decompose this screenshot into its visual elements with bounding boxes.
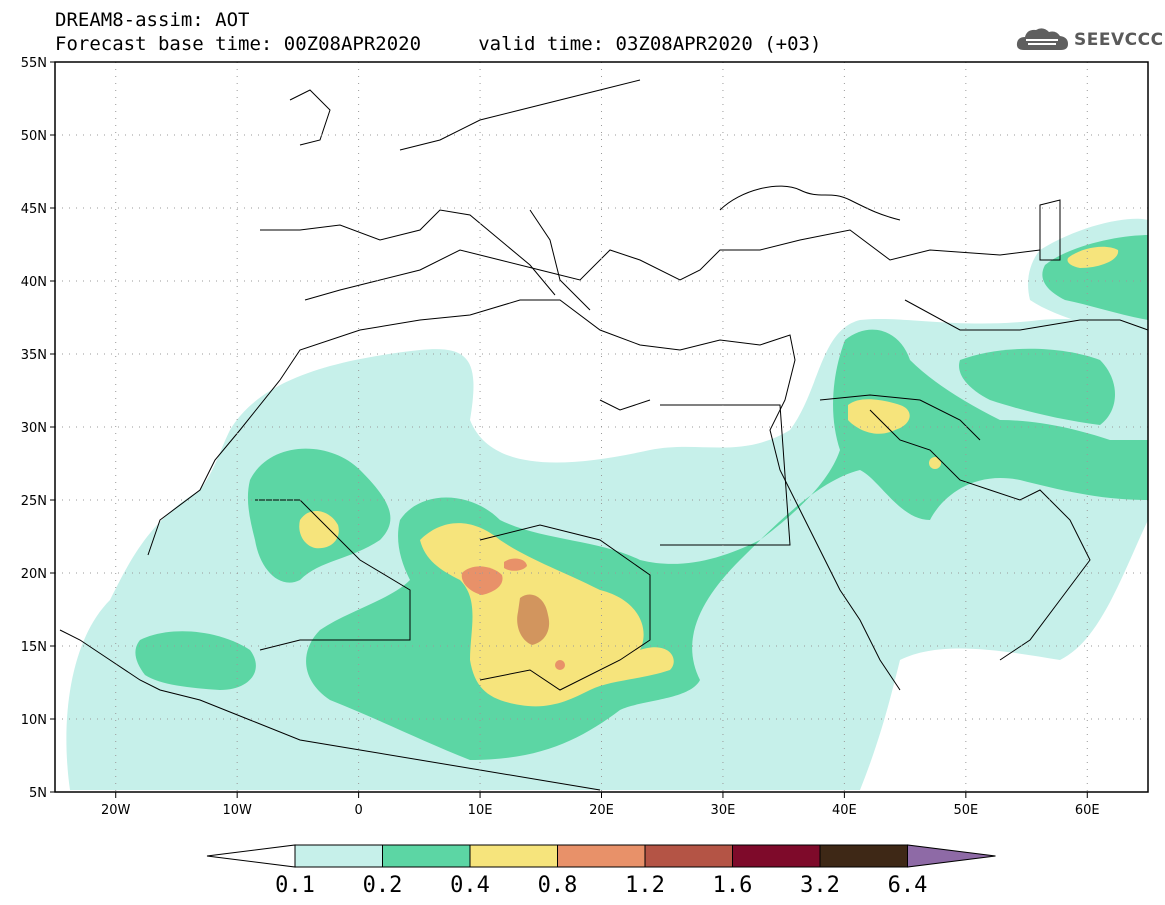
- colorbar-segment: [732, 844, 821, 868]
- lon-tick-label: 0: [354, 803, 362, 818]
- lat-tick-label: 50N: [21, 129, 47, 144]
- colorbar-label: 6.4: [888, 873, 928, 898]
- map-title: DREAM8-assim: AOT: [55, 9, 250, 31]
- lon-tick-label: 20E: [589, 803, 614, 818]
- colorbar-label: 0.2: [363, 873, 403, 898]
- colorbar-arrow-right: [907, 844, 996, 868]
- forecast-time-label: Forecast base time: 00Z08APR2020 valid t…: [55, 33, 822, 55]
- colorbar-label: 1.2: [625, 873, 665, 898]
- lat-tick-label: 30N: [21, 421, 47, 436]
- lat-tick-label: 35N: [21, 348, 47, 363]
- colorbar-segment: [557, 844, 646, 868]
- lat-tick-label: 40N: [21, 275, 47, 290]
- seevccc-logo: SEEVCCC: [1016, 26, 1164, 54]
- colorbar-segment: [382, 844, 471, 868]
- colorbar-arrow-left: [206, 844, 296, 868]
- lat-tick-label: 15N: [21, 640, 47, 655]
- latitude-axis: 55N 50N 45N 40N 35N 30N 25N 20N 15N 10N 5N: [21, 56, 55, 801]
- lat-tick-label: 55N: [21, 56, 47, 71]
- lon-tick-label: 10W: [222, 803, 252, 818]
- colorbar-label: 0.1: [275, 873, 315, 898]
- lat-tick-label: 10N: [21, 713, 47, 728]
- lon-tick-label: 30E: [711, 803, 736, 818]
- logo-text: SEEVCCC: [1074, 30, 1164, 50]
- lat-tick-label: 45N: [21, 202, 47, 217]
- colorbar-label: 3.2: [800, 873, 840, 898]
- colorbar-label: 0.4: [450, 873, 490, 898]
- lon-tick-label: 10E: [468, 803, 493, 818]
- lon-tick-label: 40E: [832, 803, 857, 818]
- colorbar-segment: [294, 844, 383, 868]
- lon-tick-label: 20W: [101, 803, 131, 818]
- cloud-icon: [1016, 28, 1068, 50]
- longitude-axis: 20W 10W 0 10E 20E 30E 40E 50E 60E: [101, 792, 1100, 818]
- colorbar-segment: [644, 844, 733, 868]
- colorbar-segment: [819, 844, 908, 868]
- lat-tick-label: 20N: [21, 567, 47, 582]
- lon-tick-label: 50E: [953, 803, 978, 818]
- aot-shading: [66, 218, 1148, 790]
- lon-tick-label: 60E: [1075, 803, 1100, 818]
- colorbar: 0.1 0.2 0.4 0.8 1.2 1.6 3.2 6.4: [206, 844, 996, 898]
- colorbar-segment: [469, 844, 558, 868]
- gridlines: [55, 62, 1148, 792]
- colorbar-label: 1.6: [713, 873, 753, 898]
- lat-tick-label: 25N: [21, 494, 47, 509]
- colorbar-label: 0.8: [538, 873, 578, 898]
- lat-tick-label: 5N: [29, 786, 47, 801]
